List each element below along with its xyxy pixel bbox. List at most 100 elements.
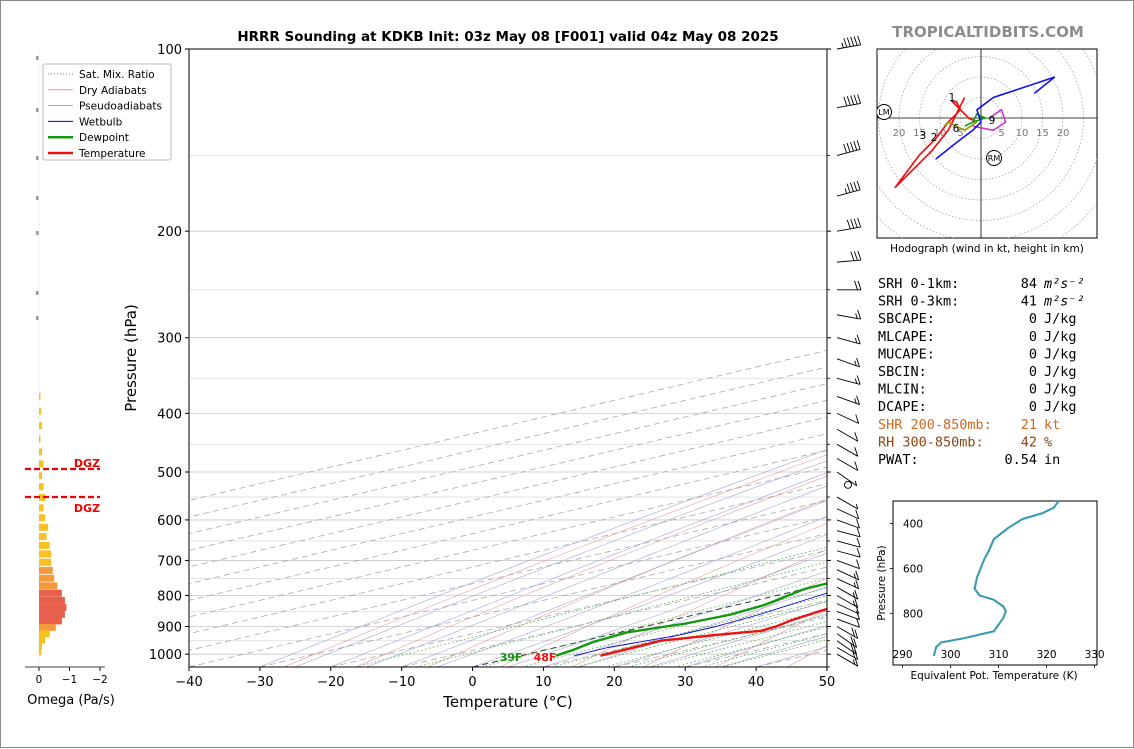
x-tick-label: 30 [677, 675, 694, 690]
hodograph-height-label: 6 [953, 123, 960, 135]
index-row: MLCAPE: 0 J/kg [878, 329, 1077, 345]
index-unit: J/kg [1044, 329, 1077, 345]
y-tick-label: 700 [157, 554, 182, 569]
wind-barbs [837, 36, 861, 666]
y-tick-label: 400 [157, 407, 182, 422]
omega-bar [39, 393, 41, 400]
omega-bar [39, 460, 44, 467]
index-value: 0 [1029, 346, 1037, 362]
brand-watermark: TROPICALTIDBITS.COM [892, 23, 1084, 41]
index-label: MLCAPE: [878, 329, 935, 345]
omega-bar [39, 559, 51, 566]
omega-bar [39, 624, 56, 631]
omega-bar [39, 582, 57, 589]
theta-e-x-label: Equivalent Pot. Temperature (K) [910, 670, 1077, 682]
y-tick-label: 500 [157, 466, 182, 481]
index-unit: J/kg [1044, 311, 1077, 327]
mixing-ratio-label: 1 [1122, 462, 1127, 471]
omega-marker [36, 316, 39, 320]
theta-e-x-tick-label: 330 [1085, 649, 1105, 661]
wind-barb [837, 509, 859, 519]
hodograph-height-label: 2 [931, 132, 938, 144]
index-unit: kt [1044, 417, 1060, 433]
wind-barb [837, 429, 858, 441]
hodograph-ring-label: 20 [1057, 128, 1070, 139]
index-value: 0 [1029, 364, 1037, 380]
index-label: MUCAPE: [878, 346, 935, 362]
legend-label: Temperature [78, 148, 146, 160]
index-value: 41 [1021, 294, 1037, 310]
omega-bar [39, 648, 41, 655]
index-value: 21 [1021, 417, 1037, 433]
theta-e-x-tick-label: 290 [893, 649, 913, 661]
omega-bar [39, 524, 48, 531]
theta-e-y-tick-label: 400 [903, 518, 923, 530]
wind-barb [837, 375, 860, 384]
theta-e-x-tick-label: 300 [941, 649, 961, 661]
hodograph-ring-label: 15 [1036, 128, 1049, 139]
omega-bar [39, 542, 50, 549]
wind-barb [837, 618, 860, 627]
wind-barb [837, 579, 859, 589]
omega-bar [39, 567, 53, 574]
skewt-axes: 1002003004005006007008009001000−40−30−20… [149, 43, 835, 690]
omega-bar [39, 448, 42, 455]
x-tick-label: −30 [246, 675, 273, 690]
omega-bar [39, 422, 42, 429]
index-value: 84 [1021, 276, 1037, 292]
wind-barb [837, 358, 860, 367]
wind-barb [837, 560, 860, 569]
wind-barb [837, 413, 859, 423]
x-tick-label: 40 [748, 675, 765, 690]
index-label: SRH 0-1km: [878, 276, 959, 292]
x-tick-label: 50 [819, 675, 836, 690]
omega-marker [36, 231, 39, 235]
hodograph-height-label: 9 [989, 115, 996, 127]
omega-tick-label: −1 [62, 674, 77, 686]
hodograph-caption: Hodograph (wind in kt, height in km) [890, 243, 1084, 255]
index-unit: J/kg [1044, 382, 1077, 398]
surface-dewpoint-label: 39F [500, 651, 523, 664]
index-unit: J/kg [1044, 399, 1077, 415]
wind-barb [837, 36, 861, 49]
legend-label: Wetbulb [79, 116, 123, 128]
y-tick-label: 200 [157, 225, 182, 240]
wind-barb [837, 310, 861, 319]
chart-title: HRRR Sounding at KDKB Init: 03z May 08 [… [237, 29, 778, 45]
index-value: 0 [1029, 399, 1037, 415]
omega-bar [39, 533, 47, 540]
index-label: DCAPE: [878, 399, 927, 415]
hodograph-frame [877, 49, 1097, 238]
x-tick-label: −10 [388, 675, 415, 690]
wind-barb [837, 548, 860, 557]
index-value: 0 [1029, 382, 1037, 398]
index-value: 0 [1029, 329, 1037, 345]
omega-marker [36, 156, 39, 160]
index-unit: in [1044, 452, 1060, 468]
wind-barb [837, 335, 860, 344]
index-label: RH 300-850mb: [878, 434, 984, 450]
wind-barb [837, 459, 858, 471]
hodograph-ring-label: 10 [1016, 128, 1029, 139]
dgz-label: DGZ [74, 457, 100, 470]
wind-barb [837, 497, 858, 509]
y-tick-label: 300 [157, 332, 182, 347]
omega-bar [39, 590, 62, 597]
storm-motion-label: RM [988, 154, 1001, 163]
wind-barb [837, 472, 857, 486]
omega-bar [39, 611, 65, 618]
wind-barb [837, 528, 860, 537]
omega-marker [36, 291, 39, 295]
omega-bar [39, 550, 51, 557]
omega-bar [39, 604, 66, 611]
omega-bar [39, 435, 41, 442]
wind-barb [837, 641, 857, 655]
omega-bar [39, 483, 44, 490]
